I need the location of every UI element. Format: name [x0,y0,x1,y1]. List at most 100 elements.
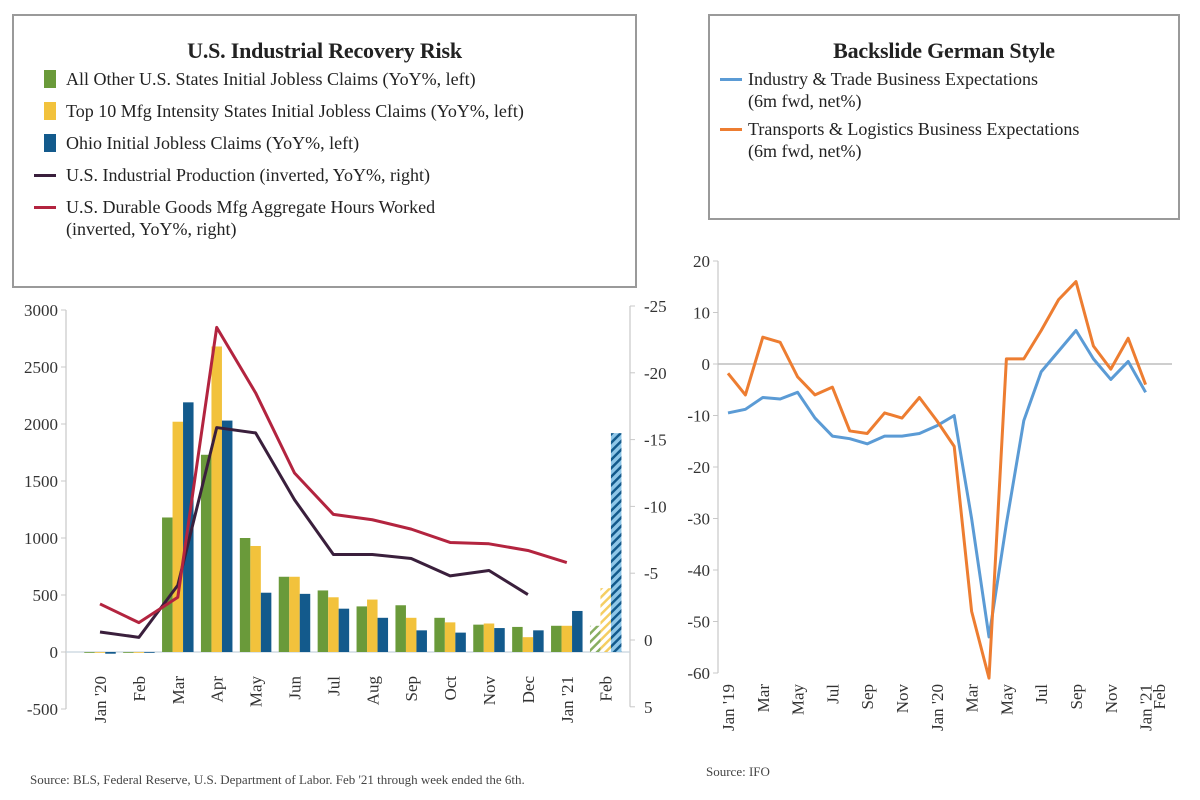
legend-item-durable-goods-hours: U.S. Durable Goods Mfg Aggregate Hours W… [14,196,635,240]
bar-top10-mfg [172,421,184,652]
x-tick-label: Feb [130,676,149,702]
left-chart-title: U.S. Industrial Recovery Risk [187,38,462,63]
green-bar-swatch-icon [44,70,56,88]
legend-item-top10-mfg-states: Top 10 Mfg Intensity States Initial Jobl… [14,100,635,122]
red-line-swatch-icon [34,206,56,209]
legend-label: All Other U.S. States Initial Jobless Cl… [66,69,476,89]
y-tick-label: 20 [693,252,710,271]
x-tick-label: Jun [286,676,305,700]
bar-ohio [416,630,427,652]
right-y-tick-label: 0 [644,631,653,650]
bar-top10-mfg [250,545,261,652]
blue-bar-swatch-icon [44,134,56,152]
bar-all-other-states [123,652,134,653]
left-y-tick-label: 3000 [24,301,58,320]
y-tick-label: -30 [687,510,710,529]
bar-all-other-states [473,624,484,652]
x-tick-label: Dec [519,676,538,704]
y-tick-label: 0 [702,355,711,374]
durable-goods-hours-line [99,325,568,625]
x-tick-label: May [997,684,1016,716]
bar-ohio [377,617,389,652]
bar-top10-mfg [328,597,339,652]
legend-label: U.S. Durable Goods Mfg Aggregate Hours W… [66,197,436,217]
right-y-tick-label: 5 [644,698,653,717]
right-y-tick-label: -5 [644,564,658,583]
bar-all-other-states [239,538,251,652]
industrial-production-line [99,426,529,639]
legend-label: Ohio Initial Jobless Claims (YoY%, left) [66,133,360,153]
x-tick-label: Jan '19 [719,684,738,731]
y-tick-label: -60 [687,664,710,683]
bar-top10-mfg [444,622,456,652]
x-tick-label: May [789,684,808,716]
bar-top10-mfg [289,576,300,652]
bar-ohio [299,593,311,652]
x-tick-label: Feb [597,676,616,702]
left-y-tick-label: 1000 [24,529,58,548]
light-blue-line-swatch-icon [720,78,742,81]
y-tick-label: -10 [687,407,710,426]
bar-all-other-states [434,617,445,652]
legend-item-transports-logistics: Transports & Logistics Business Expectat… [710,118,1178,162]
x-tick-label: Jan '20 [928,684,947,731]
x-tick-label: Feb [1150,684,1169,710]
right-chart-legend: Backslide German Style Industry & Trade … [708,14,1180,220]
x-tick-label: Apr [208,676,227,703]
x-tick-label: Nov [893,684,912,714]
transports-logistics-line [726,280,1148,680]
right-y-tick-label: -10 [644,497,667,516]
right-chart-title: Backslide German Style [833,38,1055,63]
bar-ohio [572,610,583,652]
bar-all-other-states [162,517,173,652]
bar-ohio [144,652,155,653]
x-tick-label: Jan '21 [1137,684,1156,731]
industry-trade-line [727,329,1147,639]
bar-ohio [260,592,272,652]
bar-all-other-states [589,625,601,652]
x-tick-label: Sep [402,676,421,702]
bar-top10-mfg [133,652,145,653]
left-source-note: Source: BLS, Federal Reserve, U.S. Depar… [30,772,525,787]
bar-top10-mfg [600,588,611,652]
right-chart: 20 10 0 -10 -20 -30 -40 -50 -60 Jan '19 Mar May Jul S… [687,252,1172,779]
bar-ohio [105,652,116,654]
legend-item-industrial-production: U.S. Industrial Production (inverted, Yo… [14,164,635,186]
legend-label: U.S. Industrial Production (inverted, Yo… [66,165,430,185]
x-tick-label: Nov [1102,684,1121,714]
bar-top10-mfg [405,617,417,652]
x-tick-label: Mar [754,684,773,713]
bar-ohio [494,628,505,652]
x-tick-label: Jan '20 [91,676,110,723]
left-y-tick-label: 500 [33,586,59,605]
orange-line-swatch-icon [720,128,742,131]
y-tick-label: -50 [687,613,710,632]
right-y-tick-label: -15 [644,431,667,450]
legend-label-continued: (6m fwd, net%) [748,141,862,161]
x-tick-label: Oct [441,676,460,701]
x-tick-label: Jul [823,684,842,704]
bar-all-other-states [356,606,368,652]
right-source-note: Source: IFO [706,764,770,779]
legend-label-continued: (6m fwd, net%) [748,91,862,111]
bar-all-other-states [84,652,95,653]
x-tick-label: Jan '21 [558,676,577,723]
bar-all-other-states [512,626,523,652]
bar-ohio [533,630,544,652]
bar-all-other-states [278,576,290,652]
x-tick-label: Mar [169,676,188,705]
y-tick-label: -20 [687,458,710,477]
legend-item-all-other-states: All Other U.S. States Initial Jobless Cl… [14,68,635,90]
bar-all-other-states [317,590,329,652]
bar-ohio [455,632,466,652]
x-tick-label: May [247,676,266,708]
legend-label: Industry & Trade Business Expectations [748,69,1038,89]
legend-item-industry-trade: Industry & Trade Business Expectations (… [710,68,1178,112]
left-y-tick-label: -500 [27,700,58,719]
bar-top10-mfg [211,346,222,652]
left-y-tick-label: 2500 [24,358,58,377]
legend-label-continued: (inverted, YoY%, right) [66,219,237,239]
legend-label: Transports & Logistics Business Expectat… [748,119,1080,139]
bar-ohio [338,608,350,652]
x-tick-label: Nov [480,676,499,706]
